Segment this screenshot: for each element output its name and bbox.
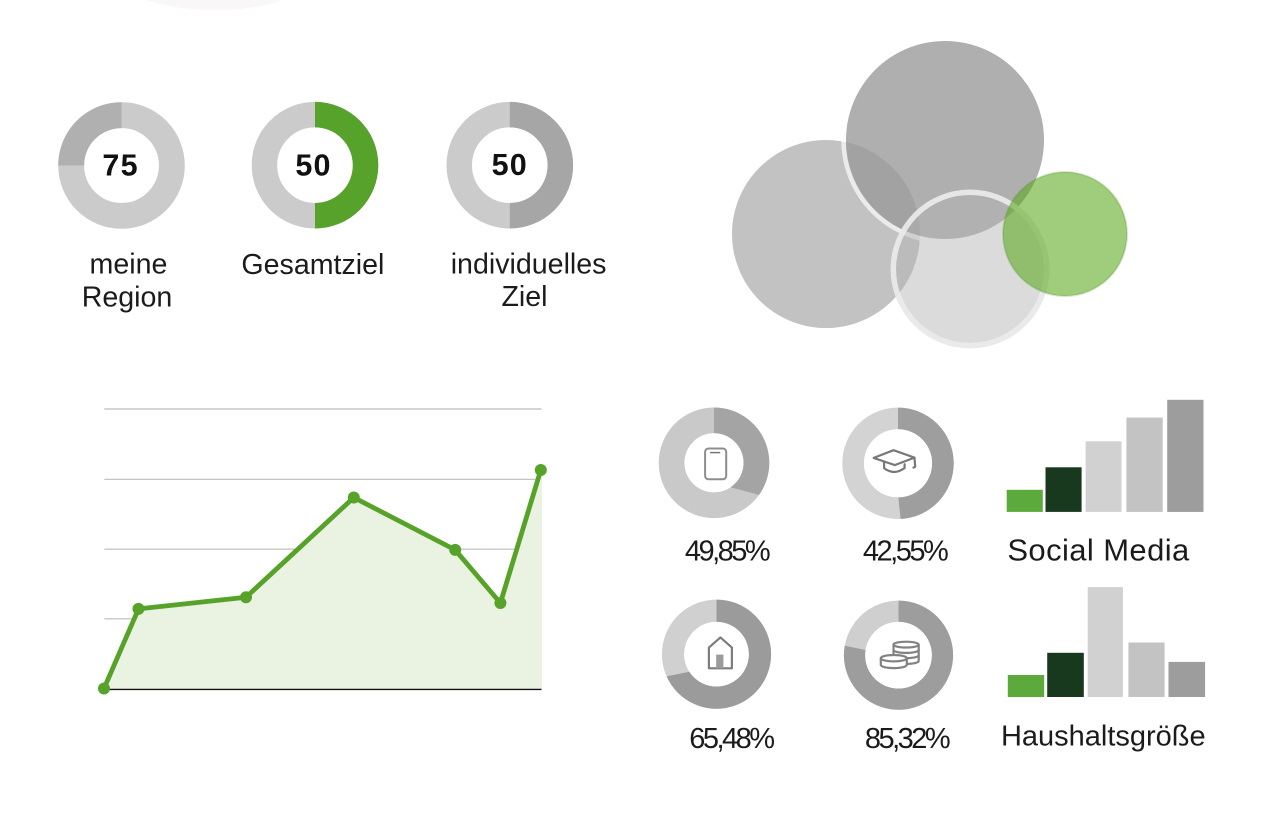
svg-text:Social Media: Social Media	[1007, 533, 1190, 568]
svg-text:85,32%: 85,32%	[865, 723, 950, 755]
svg-text:meine: meine	[90, 249, 168, 281]
svg-text:individuelles: individuelles	[451, 248, 607, 280]
svg-text:Region: Region	[82, 281, 173, 313]
svg-text:49,85%: 49,85%	[685, 535, 770, 567]
svg-text:50: 50	[295, 148, 331, 182]
svg-text:Gesamtziel: Gesamtziel	[241, 249, 384, 281]
svg-text:50: 50	[492, 148, 528, 182]
svg-text:Ziel: Ziel	[501, 281, 547, 313]
svg-text:Haushaltsgröße: Haushaltsgröße	[1001, 721, 1206, 753]
svg-text:65,48%: 65,48%	[689, 723, 774, 755]
svg-text:42,55%: 42,55%	[863, 535, 948, 567]
svg-text:75: 75	[102, 148, 138, 182]
